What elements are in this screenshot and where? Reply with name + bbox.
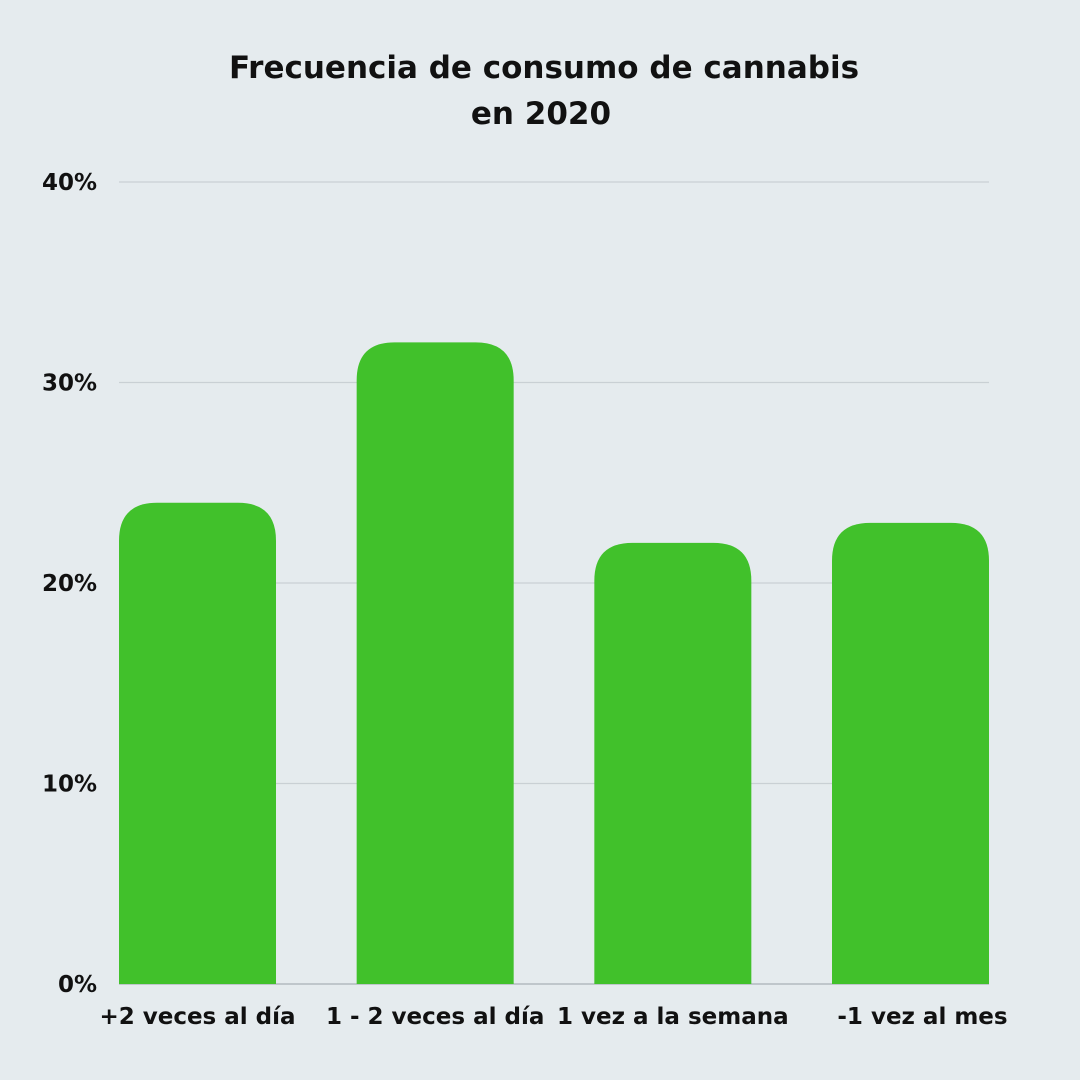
x-category-label-4: -1 vez al mes xyxy=(837,1004,1007,1030)
y-tick-label-10: 10% xyxy=(42,772,97,798)
bar-4 xyxy=(832,522,989,984)
y-tick-label-20: 20% xyxy=(42,571,97,597)
bar-2 xyxy=(356,342,514,984)
x-axis-labels: +2 veces al día 1 - 2 veces al día 1 vez a… xyxy=(99,1004,1007,1030)
y-tick-label-30: 30% xyxy=(42,371,97,397)
chart-title: Frecuencia de consumo de cannabis en 202… xyxy=(229,50,859,132)
y-tick-label-0: 0% xyxy=(58,972,97,998)
bar-3 xyxy=(594,542,752,984)
x-category-label-1: +2 veces al día xyxy=(99,1004,295,1030)
y-axis-ticks: 0% 10% 20% 30% 40% xyxy=(42,170,97,998)
x-category-label-2: 1 - 2 veces al día xyxy=(326,1004,544,1030)
chart-title-line-1: Frecuencia de consumo de cannabis xyxy=(229,50,859,86)
bar-1 xyxy=(119,502,276,984)
chart-title-line-2: en 2020 xyxy=(471,96,611,132)
bars xyxy=(119,342,989,984)
y-tick-label-40: 40% xyxy=(42,170,97,196)
x-category-label-3: 1 vez a la semana xyxy=(557,1004,789,1030)
